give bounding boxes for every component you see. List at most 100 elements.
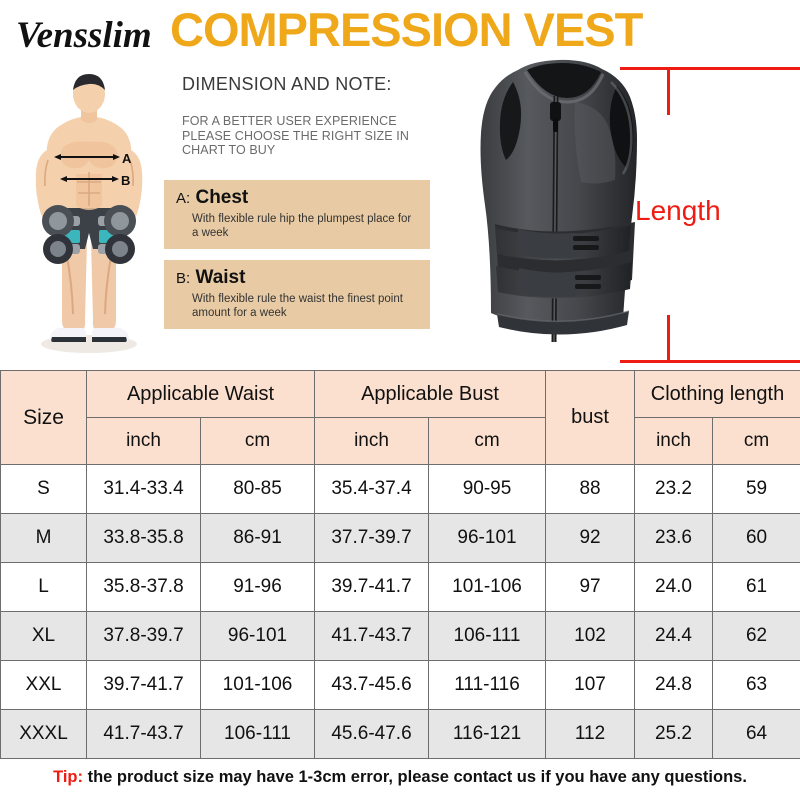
cell-size: L	[0, 562, 87, 612]
col-header-clothing-length: Clothing length	[634, 370, 800, 418]
dimension-note: FOR A BETTER USER EXPERIENCE PLEASE CHOO…	[182, 114, 409, 157]
cell-bust-inch: 37.7-39.7	[314, 513, 430, 563]
note-marker-a: A	[176, 190, 187, 207]
col-unit-waist-cm: cm	[199, 417, 316, 465]
footer-tip: Tip: the product size may have 1-3cm err…	[0, 768, 800, 787]
note-box-chest: A: Chest With flexible rule hip the plum…	[164, 180, 430, 249]
waist-measure-arrow	[60, 176, 119, 182]
col-header-bust: bust	[545, 370, 636, 465]
cell-bust-cm: 106-111	[428, 611, 547, 661]
size-chart-table: Size Applicable Waist Applicable Bust bu…	[0, 370, 800, 759]
cell-length-cm: 60	[712, 513, 800, 563]
brand-logo: Vensslim	[16, 15, 152, 56]
cell-bust-cm: 90-95	[428, 464, 547, 514]
zipper-pull-icon	[550, 102, 561, 132]
cell-waist-cm: 96-101	[199, 611, 316, 661]
table-unit-header-row: inch cm inch cm inch cm	[1, 417, 800, 465]
cell-bust2-cm: 88	[545, 464, 636, 514]
cell-size: S	[0, 464, 87, 514]
col-unit-length-cm: cm	[712, 417, 800, 465]
length-top-line	[620, 67, 800, 70]
dumbbell-right	[98, 205, 136, 264]
length-bottom-tick	[667, 315, 670, 363]
table-row: XXXL 41.7-43.7 106-111 45.6-47.6 116-121 112 2…	[0, 709, 800, 759]
cell-length-inch: 24.4	[634, 611, 714, 661]
cell-bust-inch: 43.7-45.6	[314, 660, 430, 710]
cell-length-inch: 24.8	[634, 660, 714, 710]
cell-waist-inch: 37.8-39.7	[86, 611, 201, 661]
cell-bust2-cm: 112	[545, 709, 636, 759]
cell-waist-cm: 106-111	[199, 709, 316, 759]
table-row: M 33.8-35.8 86-91 37.7-39.7 96-101 92 23.6 60	[0, 513, 800, 563]
table-row: XXL 39.7-41.7 101-106 43.7-45.6 111-116 107 24…	[0, 660, 800, 710]
illustration-marker-b: B	[121, 173, 130, 188]
tip-text: the product size may have 1-3cm error, p…	[83, 768, 747, 786]
note-separator-b: :	[186, 270, 191, 287]
cell-size: XL	[0, 611, 87, 661]
note-box-waist: B: Waist With flexible rule the waist th…	[164, 260, 430, 329]
note-separator-a: :	[186, 190, 191, 207]
waist-strap-upper	[495, 225, 631, 261]
cell-bust2-cm: 102	[545, 611, 636, 661]
product-image-vest	[480, 59, 637, 343]
cell-bust2-cm: 97	[545, 562, 636, 612]
cell-bust-cm: 111-116	[428, 660, 547, 710]
cell-length-cm: 64	[712, 709, 800, 759]
cell-size: M	[0, 513, 87, 563]
illustration-marker-a: A	[122, 151, 132, 166]
cell-length-cm: 62	[712, 611, 800, 661]
note-desc-chest: With flexible rule hip the plumpest plac…	[192, 213, 412, 239]
cell-bust-cm: 96-101	[428, 513, 547, 563]
cell-length-inch: 25.2	[634, 709, 714, 759]
note-label-chest: Chest	[195, 187, 249, 208]
note-label-waist: Waist	[195, 267, 246, 288]
cell-length-inch: 23.6	[634, 513, 714, 563]
cell-bust-inch: 41.7-43.7	[314, 611, 430, 661]
dumbbell-left	[42, 205, 80, 264]
cell-waist-cm: 80-85	[199, 464, 316, 514]
length-bottom-line	[620, 360, 800, 363]
cell-waist-inch: 39.7-41.7	[86, 660, 201, 710]
col-header-applicable-waist: Applicable Waist	[85, 370, 316, 418]
cell-bust2-cm: 92	[545, 513, 636, 563]
cell-size: XXXL	[0, 709, 87, 759]
cell-length-cm: 61	[712, 562, 800, 612]
product-banner: Vensslim COMPRESSION VEST DIMENSION AND …	[0, 0, 800, 370]
cell-length-inch: 23.2	[634, 464, 714, 514]
cell-bust-inch: 45.6-47.6	[314, 709, 430, 759]
col-unit-bust-inch: inch	[314, 417, 430, 465]
waist-strap-lower	[496, 262, 632, 299]
table-row: S 31.4-33.4 80-85 35.4-37.4 90-95 88 23.2 59	[0, 464, 800, 514]
cell-waist-inch: 31.4-33.4	[86, 464, 201, 514]
page-title: COMPRESSION VEST	[170, 3, 643, 56]
cell-waist-inch: 35.8-37.8	[86, 562, 201, 612]
length-label: Length	[635, 195, 721, 226]
cell-bust-inch: 39.7-41.7	[314, 562, 430, 612]
size-chart-table-wrapper: Size Applicable Waist Applicable Bust bu…	[0, 370, 800, 759]
note-title-chest: A: Chest	[176, 186, 420, 211]
cell-waist-inch: 41.7-43.7	[86, 709, 201, 759]
length-top-tick	[667, 67, 670, 115]
cell-length-inch: 24.0	[634, 562, 714, 612]
col-unit-waist-inch: inch	[86, 417, 201, 465]
chest-measure-arrow	[54, 154, 120, 160]
col-unit-bust2-cm: inch	[634, 417, 714, 465]
cell-waist-cm: 86-91	[199, 513, 316, 563]
cell-bust-inch: 35.4-37.4	[314, 464, 430, 514]
cell-length-cm: 59	[712, 464, 800, 514]
note-title-waist: B: Waist	[176, 266, 420, 291]
col-unit-bust-cm: cm	[428, 417, 547, 465]
cell-bust-cm: 101-106	[428, 562, 547, 612]
col-header-applicable-bust: Applicable Bust	[314, 370, 547, 418]
cell-bust2-cm: 107	[545, 660, 636, 710]
dimension-heading: DIMENSION AND NOTE:	[182, 74, 392, 94]
cell-size: XXL	[0, 660, 87, 710]
col-header-size: Size	[0, 370, 87, 465]
tip-prefix: Tip:	[53, 768, 84, 786]
table-row: L 35.8-37.8 91-96 39.7-41.7 101-106 97 24.0 61	[0, 562, 800, 612]
table-row: XL 37.8-39.7 96-101 41.7-43.7 106-111 102 24.4…	[0, 611, 800, 661]
body-measurement-illustration: A B	[35, 74, 143, 353]
cell-length-cm: 63	[712, 660, 800, 710]
table-group-header-row: Size Applicable Waist Applicable Bust bu…	[0, 370, 800, 465]
